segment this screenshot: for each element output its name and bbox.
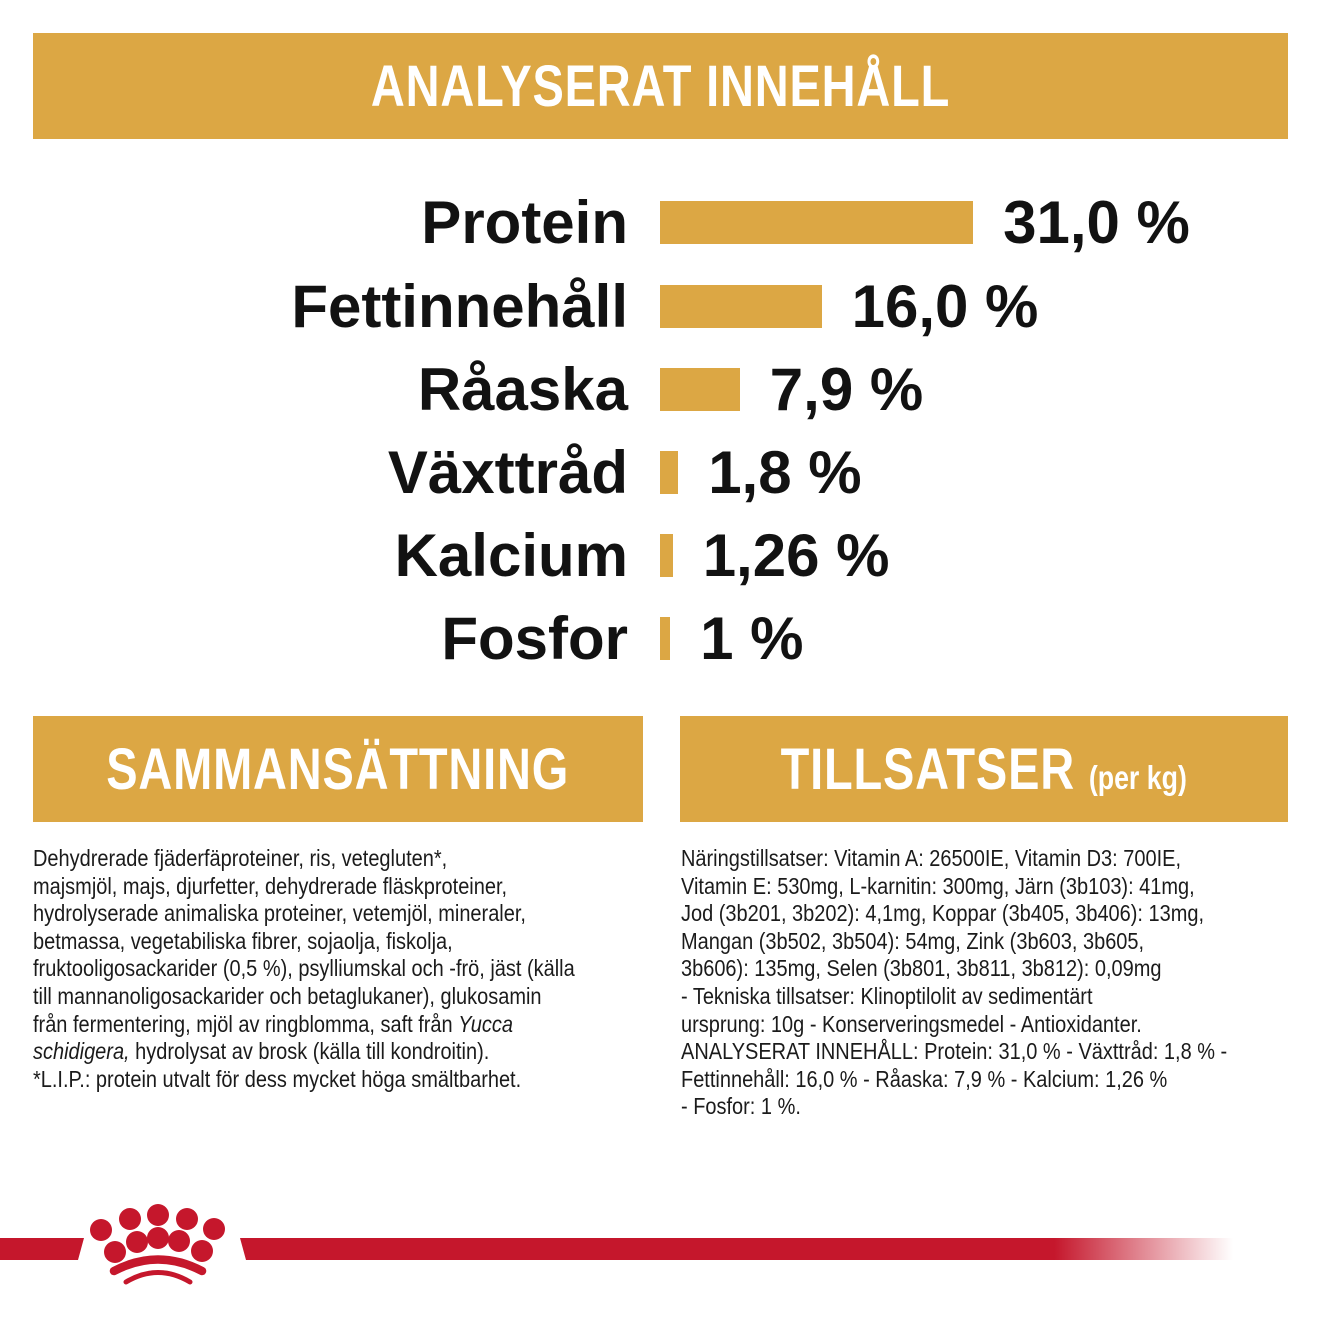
additives-line: ANALYSERAT INNEHÅLL: Protein: 31,0 % - V… [681,1038,1228,1065]
nutrient-row-fibre: Växttråd 1,8 % [0,430,1320,514]
composition-line: hydrolyserade animaliska proteiner, vete… [33,900,526,927]
composition-text: Dehydrerade fjäderfäproteiner, ris, vete… [33,845,662,1093]
additives-title-suffix: (per kg) [1089,758,1188,796]
nutrient-value: 16,0 % [851,272,1039,340]
nutrient-value: 31,0 % [1003,188,1190,256]
nutrient-value: 1,8 % [708,438,862,506]
nutrient-row-phosphorus: Fosfor 1 % [0,596,1320,680]
composition-line-latin-name: schidigera, [33,1038,130,1065]
analysed-content-title: ANALYSERAT INNEHÅLL [370,53,951,119]
additives-line: Vitamin E: 530mg, L-karnitin: 300mg, Jär… [681,872,1195,899]
nutrient-row-protein: Protein 31,0 % [0,180,1320,264]
additives-line: Fettinnehåll: 16,0 % - Råaska: 7,9 % - K… [681,1065,1168,1092]
composition-banner: SAMMANSÄTTNING [33,716,643,822]
composition-line: *L.I.P.: protein utvalt för dess mycket … [33,1065,522,1092]
composition-line-text: hydrolysat av brosk (källa till kondroit… [129,1038,490,1065]
nutrient-bar [660,284,822,328]
composition-line: fruktooligosackarider (0,5 %), psylliums… [33,955,575,982]
composition-line: majsmjöl, majs, djurfetter, dehydrerade … [33,872,508,899]
nutrient-value: 1 % [700,604,804,672]
additives-banner: TILLSATSER (per kg) [680,716,1288,822]
nutrient-bar [660,200,974,244]
additives-line: ursprung: 10g - Konserveringsmedel - Ant… [681,1010,1142,1037]
additives-text: Näringstillsatser: Vitamin A: 26500IE, V… [681,845,1310,1121]
nutrient-row-ash: Råaska 7,9 % [0,347,1320,431]
nutrient-bar [660,367,740,411]
additives-line: Jod (3b201, 3b202): 4,1mg, Koppar (3b405… [681,900,1205,927]
footer-stripe-right [240,1238,1233,1260]
nutrient-value: 7,9 % [769,355,924,423]
nutrient-label: Råaska [417,355,628,423]
additives-line: 3b606): 135mg, Selen (3b801, 3b811, 3b81… [681,955,1162,982]
nutrient-label: Fosfor [441,604,628,672]
additives-line: - Tekniska tillsatser: Klinoptilolit av … [681,982,1093,1009]
nutrient-label: Kalcium [394,521,628,589]
composition-line-latin-name: Yucca [458,1010,513,1037]
additives-line: Näringstillsatser: Vitamin A: 26500IE, V… [681,845,1181,871]
nutrient-value: 1,26 % [702,521,890,589]
footer-stripe-left [0,1238,84,1260]
composition-title: SAMMANSÄTTNING [106,736,570,802]
nutrient-row-calcium: Kalcium 1,26 % [0,513,1320,597]
additives-title: TILLSATSER (per kg) [781,736,1187,803]
analysed-content-banner: ANALYSERAT INNEHÅLL [33,33,1288,139]
nutrient-label: Växttråd [387,438,628,506]
composition-line-text: från fermentering, mjöl av ringblomma, s… [33,1010,459,1037]
composition-line: betmassa, vegetabiliska fibrer, sojaolja… [33,927,453,954]
composition-line: till mannanoligosackarider och betagluka… [33,982,542,1009]
composition-line: schidigera, hydrolysat av brosk (källa t… [33,1038,662,1066]
additives-title-main: TILLSATSER [780,736,1076,802]
nutrient-bar-chart: Protein 31,0 % Fettinnehåll 16,0 % Råask… [0,180,1320,680]
nutrient-row-fat: Fettinnehåll 16,0 % [0,264,1320,348]
nutrient-label: Protein [421,188,628,256]
additives-line: - Fosfor: 1 %. [681,1093,801,1120]
composition-line: Dehydrerade fjäderfäproteiner, ris, vete… [33,845,448,871]
nutrient-label: Fettinnehåll [291,272,628,340]
nutrient-bar [660,533,673,577]
nutrient-bar [660,450,679,494]
additives-line: Mangan (3b502, 3b504): 54mg, Zink (3b603… [681,927,1145,954]
royal-canin-crown-logo-icon [90,1204,225,1285]
composition-line: från fermentering, mjöl av ringblomma, s… [33,1011,662,1039]
nutrient-bar [660,616,671,660]
